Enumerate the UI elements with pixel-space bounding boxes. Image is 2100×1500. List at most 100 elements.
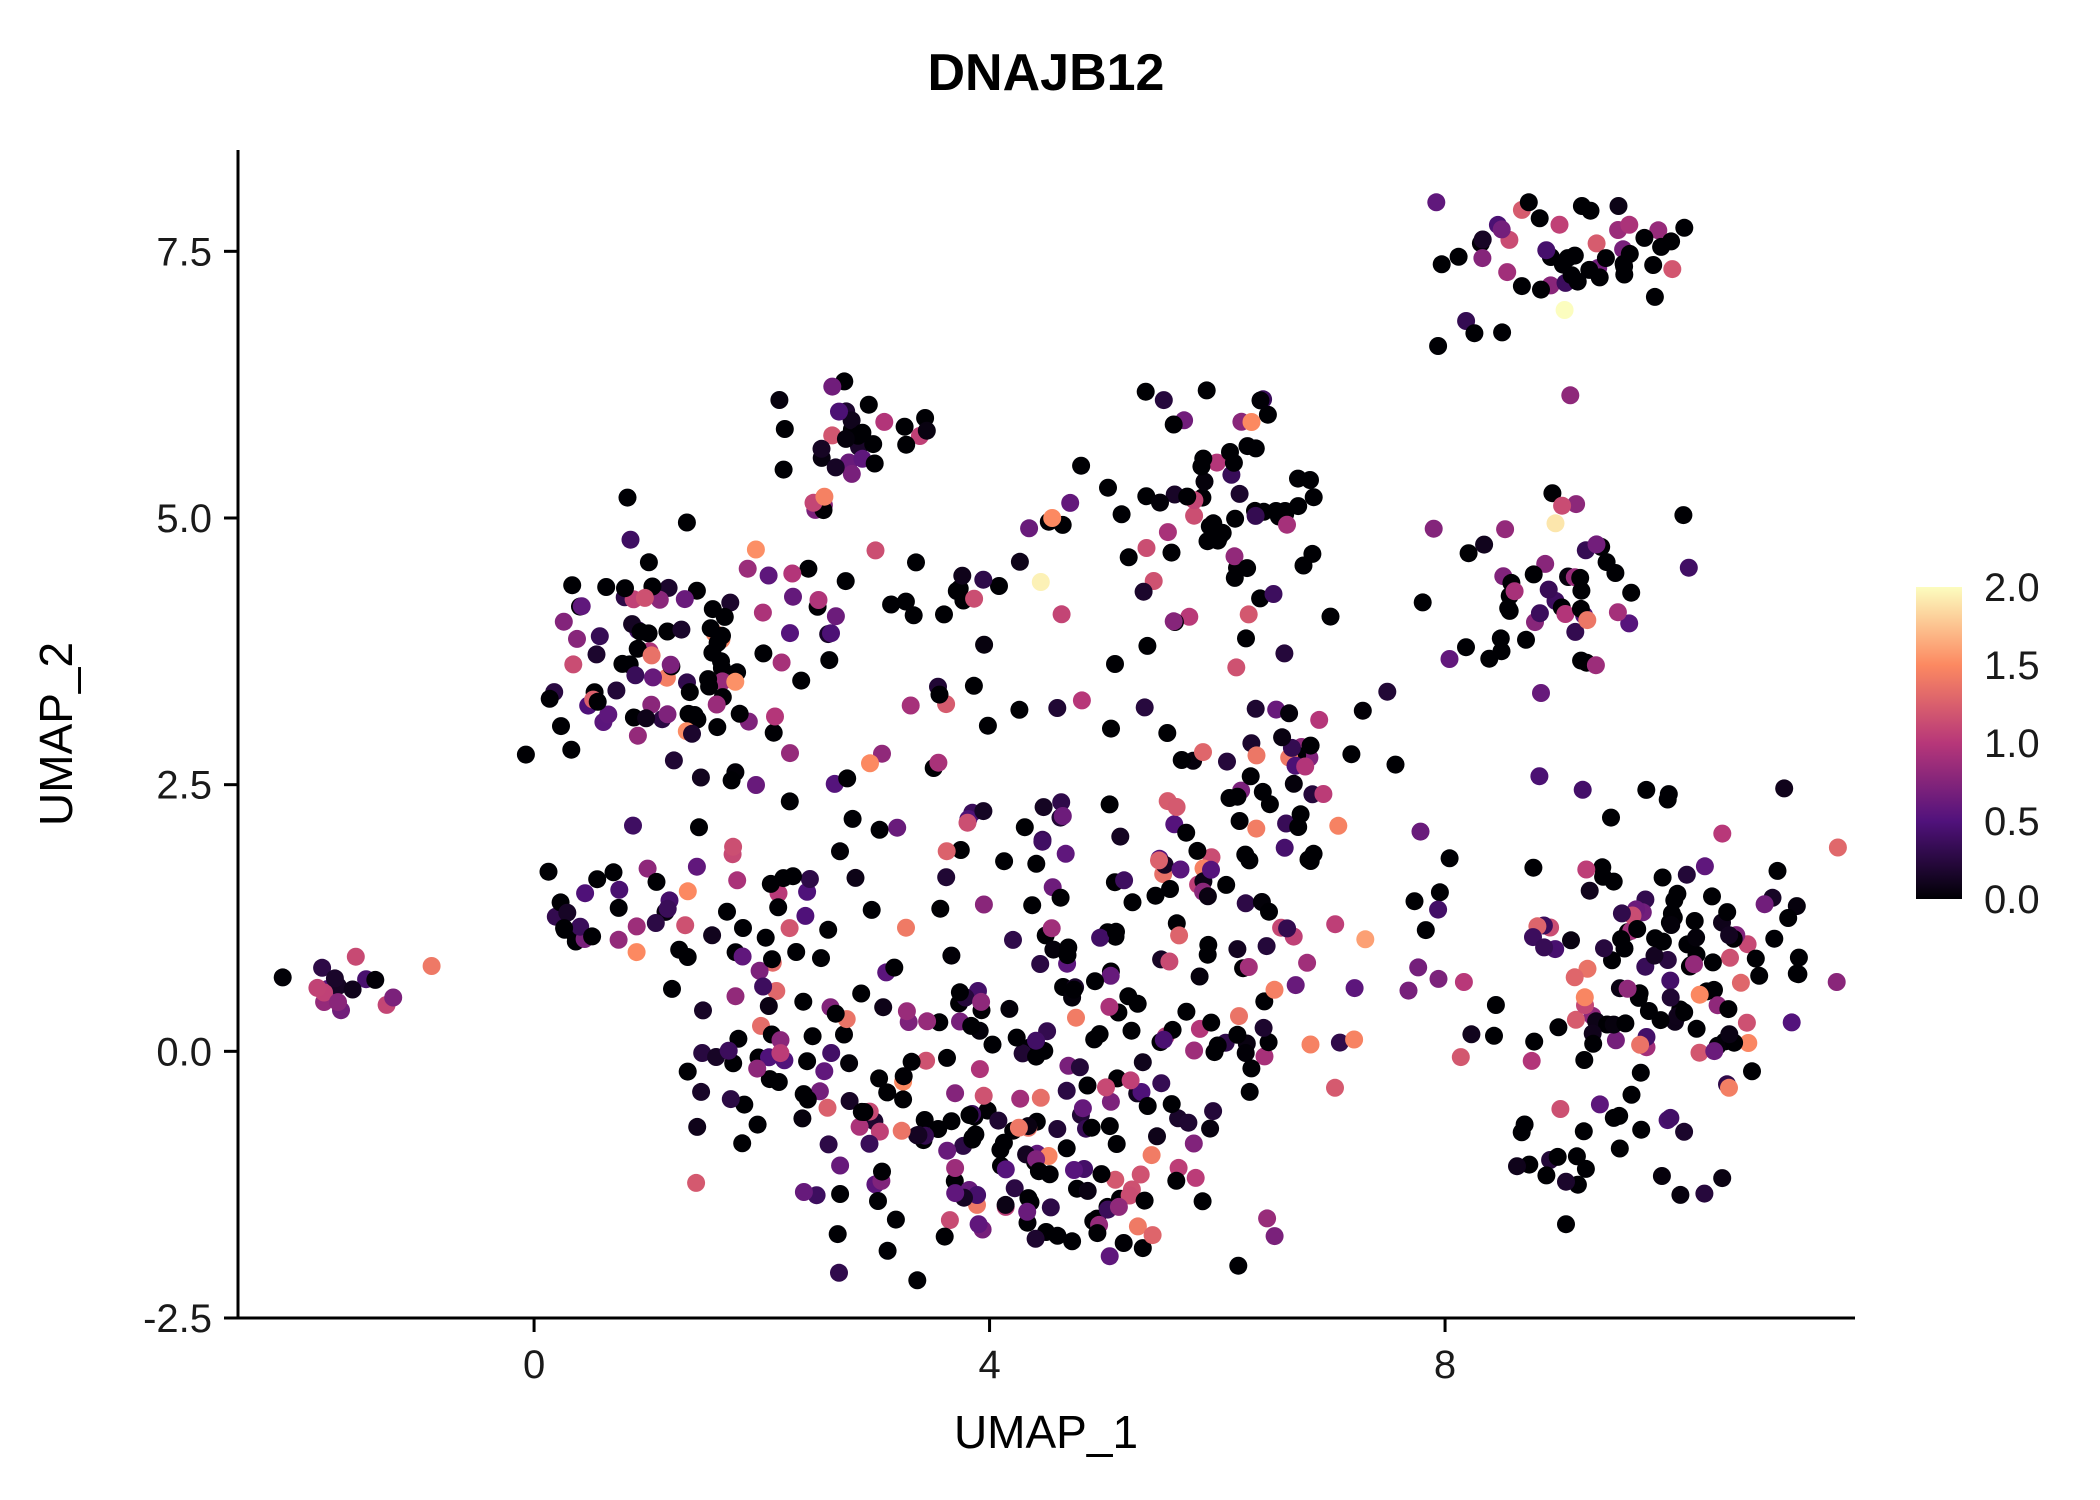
x-axis-ticks: 0 4 8 — [523, 1318, 1456, 1387]
data-point — [700, 677, 719, 696]
data-point — [1378, 682, 1397, 701]
data-point — [831, 1185, 850, 1203]
data-point — [815, 487, 834, 506]
data-point — [826, 458, 845, 477]
data-point — [1508, 1157, 1526, 1176]
data-point — [783, 564, 802, 583]
data-point — [724, 837, 743, 856]
data-point — [1056, 844, 1075, 863]
data-point — [759, 997, 778, 1015]
data-point — [1064, 980, 1083, 999]
data-point — [590, 627, 609, 646]
data-point — [886, 1210, 905, 1229]
data-point — [918, 1012, 937, 1031]
data-point — [1663, 260, 1682, 279]
data-point — [694, 1001, 712, 1020]
data-point — [730, 704, 749, 723]
data-point — [308, 978, 327, 997]
data-point — [865, 454, 884, 473]
data-point — [1572, 197, 1591, 215]
data-point — [960, 1106, 979, 1125]
data-point — [1171, 860, 1190, 879]
data-point — [1720, 926, 1739, 945]
data-point — [1386, 755, 1405, 774]
data-point — [672, 620, 691, 639]
data-point — [658, 622, 677, 641]
data-point — [1330, 1033, 1349, 1052]
data-point — [812, 949, 830, 968]
data-point — [1578, 959, 1597, 978]
data-point — [1345, 979, 1364, 998]
data-point — [836, 572, 855, 591]
data-point — [726, 672, 745, 691]
data-point — [1658, 790, 1677, 809]
data-point — [588, 692, 607, 711]
data-point — [836, 429, 855, 448]
data-point — [1148, 1127, 1166, 1146]
data-point — [1746, 949, 1765, 968]
data-point — [1123, 893, 1142, 912]
data-point — [1429, 969, 1448, 988]
data-point — [937, 842, 956, 861]
data-point — [733, 947, 752, 966]
data-point — [1207, 453, 1226, 472]
data-point — [1289, 497, 1308, 516]
scatter-points — [273, 193, 1847, 1290]
data-point — [870, 1069, 889, 1088]
data-point — [840, 1054, 859, 1073]
data-point — [1154, 1030, 1173, 1049]
data-point — [1713, 1169, 1732, 1188]
data-point — [995, 852, 1014, 871]
data-point — [1044, 940, 1063, 959]
data-point — [568, 629, 586, 648]
data-point — [1555, 301, 1574, 319]
data-point — [1007, 1028, 1026, 1047]
data-point — [1259, 1033, 1278, 1052]
data-point — [769, 898, 788, 917]
data-point — [1496, 520, 1515, 539]
data-point — [969, 1215, 988, 1234]
data-point — [1172, 751, 1191, 769]
data-point — [964, 676, 983, 695]
data-point — [1195, 472, 1214, 491]
chart-title: DNAJB12 — [928, 44, 1165, 102]
legend-gradient-bar — [1916, 587, 1962, 899]
data-point — [756, 928, 775, 947]
data-point — [1512, 1123, 1531, 1142]
data-point — [1530, 767, 1549, 786]
data-point — [1517, 630, 1535, 649]
data-point — [1768, 861, 1787, 880]
data-point — [1473, 230, 1492, 249]
data-point — [1167, 1171, 1186, 1190]
data-point — [1662, 232, 1681, 251]
data-point — [946, 1084, 965, 1103]
data-point — [780, 792, 799, 811]
data-point — [1237, 629, 1255, 648]
data-point — [1100, 795, 1119, 814]
data-point — [607, 681, 626, 700]
data-point — [1255, 992, 1274, 1011]
data-point — [734, 919, 752, 937]
data-point — [1614, 254, 1633, 273]
data-point — [1486, 996, 1505, 1014]
data-point — [750, 961, 769, 980]
y-tick-label: 5.0 — [156, 497, 212, 541]
data-point — [1224, 453, 1243, 472]
data-point — [1353, 701, 1372, 720]
data-point — [1298, 953, 1317, 972]
data-point — [794, 992, 813, 1011]
data-point — [1616, 1014, 1635, 1033]
data-point — [965, 589, 984, 608]
data-point — [1067, 1008, 1085, 1027]
data-point — [644, 668, 662, 687]
data-point — [878, 1083, 897, 1102]
data-point — [1593, 858, 1612, 877]
data-point — [793, 1109, 812, 1128]
data-point — [1430, 883, 1449, 902]
data-point — [754, 977, 773, 996]
data-point — [1314, 785, 1333, 803]
data-point — [1122, 1021, 1141, 1040]
data-point — [1242, 1059, 1261, 1078]
data-point — [1580, 260, 1599, 279]
